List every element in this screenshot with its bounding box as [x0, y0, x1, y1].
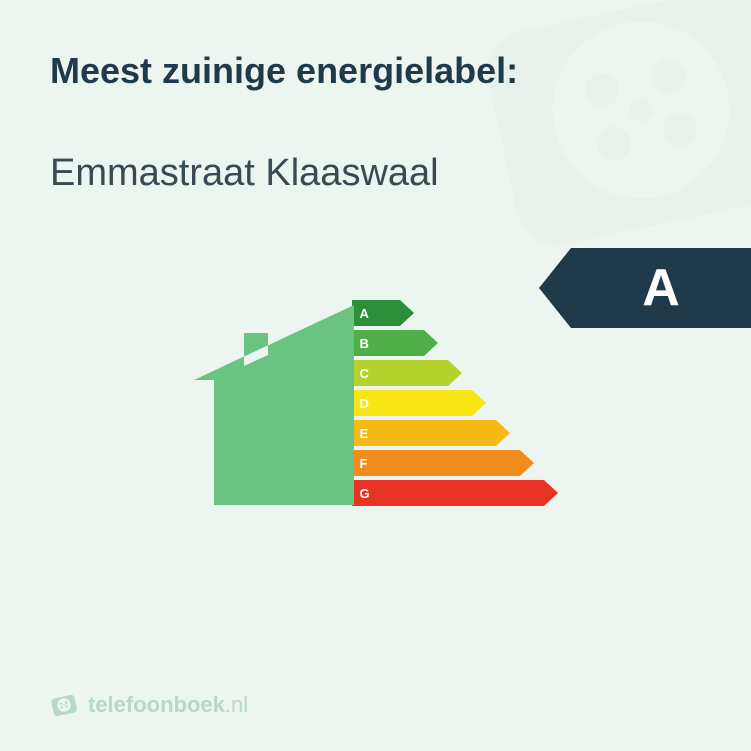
- badge-letter: A: [571, 248, 751, 328]
- footer-brand-light: .nl: [225, 692, 248, 717]
- energy-bar-d: D: [352, 390, 558, 416]
- footer-brand: telefoonboek.nl: [88, 692, 248, 718]
- card-title: Meest zuinige energielabel:: [50, 50, 701, 92]
- badge-arrow: [539, 248, 571, 328]
- energy-bars-container: ABCDEFG: [352, 300, 558, 510]
- energy-bar-label: B: [352, 330, 424, 356]
- energy-bar-label: F: [352, 450, 520, 476]
- energy-bar-c: C: [352, 360, 558, 386]
- energy-bar-f: F: [352, 450, 558, 476]
- footer-logo-icon: [50, 691, 78, 719]
- energy-bar-label: A: [352, 300, 400, 326]
- energy-bar-label: C: [352, 360, 448, 386]
- energy-bar-label: G: [352, 480, 544, 506]
- chevron-right-icon: [448, 360, 462, 386]
- chevron-right-icon: [472, 390, 486, 416]
- footer: telefoonboek.nl: [50, 691, 248, 719]
- chevron-right-icon: [520, 450, 534, 476]
- energy-bar-e: E: [352, 420, 558, 446]
- footer-brand-bold: telefoonboek: [88, 692, 225, 717]
- chevron-right-icon: [496, 420, 510, 446]
- watermark-logo: [471, 0, 751, 280]
- chevron-right-icon: [400, 300, 414, 326]
- chevron-right-icon: [544, 480, 558, 506]
- selected-label-badge: A: [539, 248, 751, 328]
- energy-label-card: Meest zuinige energielabel: Emmastraat K…: [0, 0, 751, 751]
- energy-bar-b: B: [352, 330, 558, 356]
- energy-bar-g: G: [352, 480, 558, 506]
- address-text: Emmastraat Klaaswaal: [50, 152, 701, 195]
- chevron-right-icon: [424, 330, 438, 356]
- energy-bar-a: A: [352, 300, 558, 326]
- house-icon: [194, 305, 354, 505]
- energy-chart: ABCDEFG A: [50, 275, 701, 535]
- energy-bar-label: D: [352, 390, 472, 416]
- energy-bar-label: E: [352, 420, 496, 446]
